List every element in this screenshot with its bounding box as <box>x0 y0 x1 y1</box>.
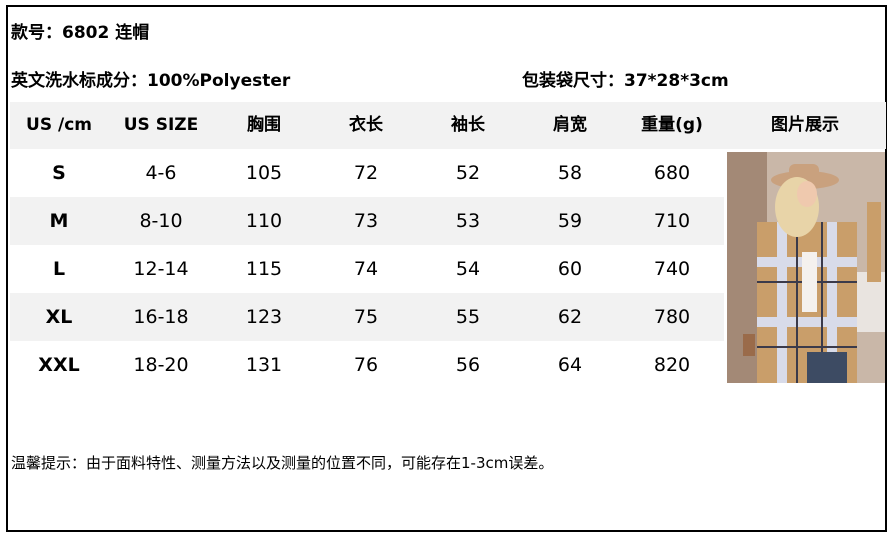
header-shoulder: 肩宽 <box>553 115 587 135</box>
cell-shoulder: 58 <box>557 162 583 184</box>
cell-length: 74 <box>353 258 379 280</box>
cell-sleeve: 56 <box>455 354 481 376</box>
cell-length: 72 <box>353 162 379 184</box>
fabric-composition: 英文洗水标成分：100%Polyester <box>11 71 291 91</box>
cell-us-size: 8-10 <box>139 210 183 232</box>
cell-sleeve: 54 <box>455 258 481 280</box>
cell-size: L <box>52 258 66 280</box>
bag-size: 包装袋尺寸：37*28*3cm <box>522 71 729 91</box>
cell-length: 76 <box>353 354 379 376</box>
header-us-size: US SIZE <box>123 115 199 135</box>
header-length: 衣长 <box>349 115 383 135</box>
cell-bust: 110 <box>245 210 283 232</box>
cell-weight: 820 <box>653 354 691 376</box>
cell-sleeve: 52 <box>455 162 481 184</box>
header-picture: 图片展示 <box>771 115 839 135</box>
cell-us-size: 12-14 <box>133 258 189 280</box>
cell-shoulder: 60 <box>557 258 583 280</box>
style-number: 款号：6802 连帽 <box>11 23 150 43</box>
cell-size: S <box>52 162 66 184</box>
header-sleeve: 袖长 <box>451 115 485 135</box>
cell-shoulder: 62 <box>557 306 583 328</box>
cell-shoulder: 59 <box>557 210 583 232</box>
cell-size: XXL <box>38 354 80 376</box>
header-us-cm: US /cm <box>26 115 92 135</box>
measurement-note: 温馨提示：由于面料特性、测量方法以及测量的位置不同，可能存在1-3cm误差。 <box>11 454 554 472</box>
cell-weight: 710 <box>653 210 691 232</box>
cell-weight: 680 <box>653 162 691 184</box>
cell-size: XL <box>45 306 73 328</box>
table-row: XXL 18-20 131 76 56 64 820 <box>10 341 724 389</box>
table-row: M 8-10 110 73 53 59 710 <box>10 197 724 245</box>
cell-sleeve: 55 <box>455 306 481 328</box>
header-weight: 重量(g) <box>641 115 703 135</box>
cell-bust: 123 <box>245 306 283 328</box>
cell-size: M <box>49 210 69 232</box>
cell-length: 75 <box>353 306 379 328</box>
cell-weight: 740 <box>653 258 691 280</box>
page-frame <box>6 5 887 532</box>
cell-shoulder: 64 <box>557 354 583 376</box>
cell-us-size: 18-20 <box>133 354 189 376</box>
cell-weight: 780 <box>653 306 691 328</box>
product-photo <box>727 152 885 383</box>
table-row: XL 16-18 123 75 55 62 780 <box>10 293 724 341</box>
cell-length: 73 <box>353 210 379 232</box>
cell-bust: 131 <box>245 354 283 376</box>
cell-sleeve: 53 <box>455 210 481 232</box>
cell-bust: 115 <box>245 258 283 280</box>
table-row: S 4-6 105 72 52 58 680 <box>10 149 724 197</box>
cell-us-size: 4-6 <box>145 162 177 184</box>
header-bust: 胸围 <box>247 115 281 135</box>
cell-bust: 105 <box>245 162 283 184</box>
table-row: L 12-14 115 74 54 60 740 <box>10 245 724 293</box>
table-header: US /cm US SIZE 胸围 衣长 袖长 肩宽 重量(g) 图片展示 <box>10 102 886 149</box>
cell-us-size: 16-18 <box>133 306 189 328</box>
